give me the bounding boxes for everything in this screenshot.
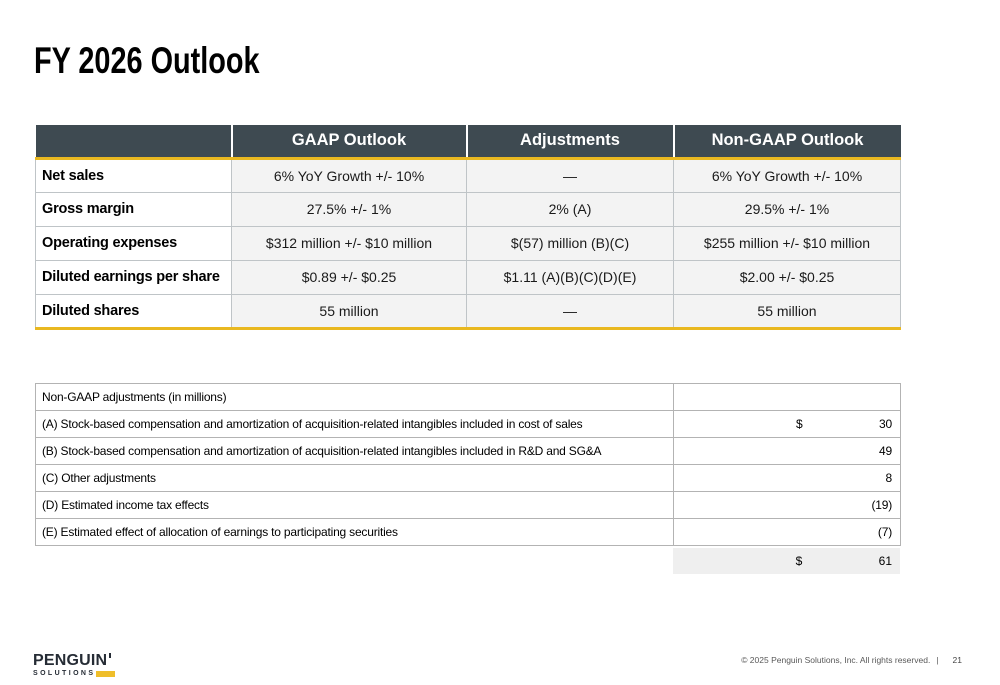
page-title: FY 2026 Outlook [34, 40, 260, 81]
table-row: (D) Estimated income tax effects (19) [35, 491, 901, 519]
gross-margin-gaap: 27.5% +/- 1% [231, 191, 467, 227]
outlook-table: GAAP Outlook Adjustments Non-GAAP Outloo… [35, 125, 901, 330]
gross-margin-nongaap: 29.5% +/- 1% [673, 191, 901, 227]
diluted-shares-nongaap: 55 million [673, 293, 901, 330]
diluted-eps-nongaap: $2.00 +/- $0.25 [673, 259, 901, 295]
row-label-diluted-eps: Diluted earnings per share [35, 259, 232, 295]
operating-expenses-adjustments: $(57) million (B)(C) [466, 225, 674, 261]
table-row: (A) Stock-based compensation and amortiz… [35, 410, 901, 438]
footer-separator: | [936, 655, 939, 665]
table-row: Diluted earnings per share $0.89 +/- $0.… [35, 259, 901, 295]
logo-gold-rectangle [96, 670, 116, 677]
table-row: (E) Estimated effect of allocation of ea… [35, 518, 901, 546]
logo-subtitle: SOLUTIONS [33, 670, 116, 677]
table-row: Net sales 6% YoY Growth +/- 10% — 6% YoY… [35, 157, 901, 193]
outlook-header-empty [35, 125, 232, 160]
row-label-gross-margin: Gross margin [35, 191, 232, 227]
page-number: 21 [952, 655, 962, 665]
adjustment-e-label: (E) Estimated effect of allocation of ea… [35, 518, 674, 546]
adjustment-a-value: $30 [673, 410, 901, 438]
diluted-shares-gaap: 55 million [231, 293, 467, 330]
adjustment-a-label: (A) Stock-based compensation and amortiz… [35, 410, 674, 438]
row-label-net-sales: Net sales [35, 157, 232, 193]
adjustments-total-row: $61 [673, 548, 900, 574]
table-row: Operating expenses $312 million +/- $10 … [35, 225, 901, 261]
adjustment-d-value: (19) [673, 491, 901, 519]
logo-brand-word: PENGUIN [33, 652, 108, 669]
adjustments-table-header: Non-GAAP adjustments (in millions) [35, 383, 674, 411]
adjustments-total-value: 61 [878, 554, 892, 568]
table-row: Gross margin 27.5% +/- 1% 2% (A) 29.5% +… [35, 191, 901, 227]
operating-expenses-gaap: $312 million +/- $10 million [231, 225, 467, 261]
adjustments-header-value [673, 383, 901, 411]
logo-brand-text: PENGUIN [33, 653, 115, 669]
table-row: (C) Other adjustments 8 [35, 464, 901, 492]
trademark-mark-icon [109, 653, 112, 658]
diluted-eps-gaap: $0.89 +/- $0.25 [231, 259, 467, 295]
adjustment-b-label: (B) Stock-based compensation and amortiz… [35, 437, 674, 465]
adjustment-e-value: (7) [673, 518, 901, 546]
currency-symbol: $ [795, 554, 803, 568]
outlook-header-nongaap: Non-GAAP Outlook [672, 125, 901, 160]
diluted-shares-adjustments: — [466, 293, 674, 330]
outlook-header-gaap: GAAP Outlook [230, 125, 467, 160]
net-sales-gaap: 6% YoY Growth +/- 10% [231, 157, 467, 193]
currency-symbol: $ [796, 417, 803, 431]
gross-margin-adjustments: 2% (A) [466, 191, 674, 227]
net-sales-nongaap: 6% YoY Growth +/- 10% [673, 157, 901, 193]
row-label-operating-expenses: Operating expenses [35, 225, 232, 261]
net-sales-adjustments: — [466, 157, 674, 193]
diluted-eps-adjustments: $1.11 (A)(B)(C)(D)(E) [466, 259, 674, 295]
operating-expenses-nongaap: $255 million +/- $10 million [673, 225, 901, 261]
adjustments-table: Non-GAAP adjustments (in millions) (A) S… [35, 383, 901, 546]
table-row: Diluted shares 55 million — 55 million [35, 293, 901, 330]
logo-subtitle-word: SOLUTIONS [33, 670, 96, 677]
row-label-diluted-shares: Diluted shares [35, 293, 232, 330]
copyright-text: © 2025 Penguin Solutions, Inc. All right… [741, 655, 931, 665]
footer-copyright: © 2025 Penguin Solutions, Inc. All right… [741, 655, 962, 665]
table-row: (B) Stock-based compensation and amortiz… [35, 437, 901, 465]
table-row: Non-GAAP adjustments (in millions) [35, 383, 901, 411]
adjustment-d-label: (D) Estimated income tax effects [35, 491, 674, 519]
penguin-solutions-logo: PENGUIN SOLUTIONS [33, 653, 116, 677]
adjustment-b-value: 49 [673, 437, 901, 465]
adjustment-c-value: 8 [673, 464, 901, 492]
outlook-header-adjustments: Adjustments [465, 125, 674, 160]
adjustment-c-label: (C) Other adjustments [35, 464, 674, 492]
outlook-header-row: GAAP Outlook Adjustments Non-GAAP Outloo… [35, 125, 901, 160]
